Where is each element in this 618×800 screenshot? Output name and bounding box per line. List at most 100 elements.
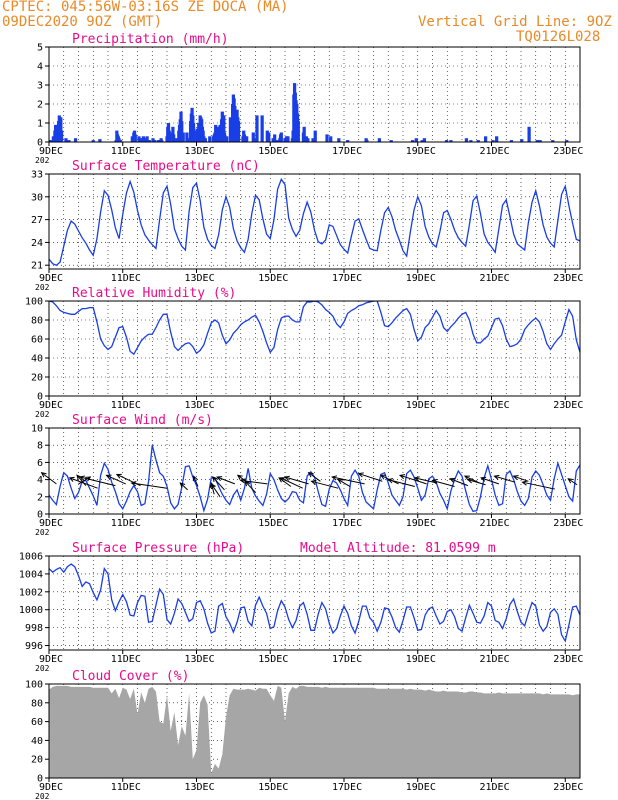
wind-arrow-head [236, 474, 243, 480]
precip-bar [228, 117, 233, 142]
precip-bar [181, 132, 185, 142]
wind-arrow [69, 477, 98, 489]
wind-arrow-head [413, 476, 420, 482]
precip-ytick-label: 5 [37, 43, 43, 54]
precip-bar [302, 126, 306, 142]
wind-ytick-label: 10 [31, 424, 43, 435]
temp-title: Surface Temperature (nC) [72, 159, 260, 174]
pressure-ytick-label: 1002 [19, 587, 43, 598]
header-vertical-grid-note: Vertical Grid Line: 9OZ [418, 14, 612, 30]
cloud-xtick-label: 13DEC [185, 782, 215, 793]
pressure-annotation: Model Altitude: 81.0599 m [300, 541, 496, 556]
wind-xtick-label: 15DEC [258, 518, 288, 529]
precip-bar [311, 138, 315, 142]
wind-arrow-head [310, 479, 317, 485]
header-run-time: 09DEC2020 9OZ (GMT) [2, 14, 163, 30]
precip-bar [410, 140, 415, 142]
cloud-year-stub: 202 [35, 792, 50, 800]
precip-bar [180, 121, 184, 142]
rh-title: Relative Humidity (%) [72, 286, 236, 301]
wind-arrow [513, 475, 529, 482]
wind-arrow-head [283, 475, 291, 481]
precip-bar [222, 115, 226, 142]
precip-bar [286, 136, 290, 142]
precip-bar [203, 138, 207, 142]
temp-xtick-label: 21DEC [480, 273, 510, 284]
precip-year-stub: 202 [35, 156, 50, 165]
precip-bar [185, 132, 189, 142]
cloud-ytick-label: 100 [25, 680, 43, 691]
cloud-ytick-label: 60 [31, 717, 43, 728]
wind-frame [48, 427, 581, 515]
precip-bar [414, 138, 418, 142]
wind-ytick-label: 4 [37, 475, 43, 486]
precip-bar [444, 140, 449, 142]
temp-ytick-label: 27 [31, 215, 43, 226]
precip-bar [527, 126, 531, 142]
precip-xtick-label: 11DEC [111, 146, 141, 157]
pressure-panel: 996 998 1000 1002 1004 1006 9DEC 11DEC 13DEC 15DE… [19, 541, 583, 673]
wind-arrow [193, 475, 199, 487]
wind-arrow [399, 474, 427, 485]
wind-arrow-head [449, 477, 456, 483]
precip-bar [160, 140, 164, 142]
wind-xtick-label: 19DEC [406, 518, 436, 529]
precip-bar [306, 138, 310, 142]
precip-bar [296, 121, 300, 142]
wind-arrow-head [105, 474, 112, 480]
pressure-ytick-label: 1006 [19, 552, 43, 563]
precip-bar [118, 140, 123, 142]
wind-arrow [308, 472, 321, 482]
precip-bar [133, 134, 137, 142]
precip-bar [325, 134, 329, 142]
wind-arrow [210, 483, 221, 498]
cloud-cover-area [49, 685, 580, 778]
precip-bar [67, 140, 71, 142]
pressure-ytick-label: 996 [25, 641, 43, 652]
cloud-frame [48, 683, 581, 779]
precip-bar [73, 138, 78, 142]
pressure-xtick-label: 23DEC [553, 654, 583, 665]
header-model-code: TQ0126L028 [516, 29, 601, 45]
precip-bar [245, 136, 249, 142]
precip-bar [422, 138, 427, 142]
wind-arrow-head [567, 478, 574, 484]
wind-arrow-head [216, 476, 223, 482]
temp-xtick-label: 13DEC [185, 273, 215, 284]
wind-arrow [278, 477, 292, 487]
wind-arrow-head [387, 478, 394, 484]
wind-arrow [212, 476, 225, 491]
wind-arrow-head [379, 474, 386, 480]
wind-arrow-head [512, 475, 519, 481]
cloud-xtick-label: 9DEC [39, 782, 63, 793]
precip-bar [260, 115, 264, 142]
precip-bar [172, 138, 176, 142]
precip-bar [253, 138, 257, 142]
wind-arrow-head [337, 479, 344, 485]
rh-ytick-label: 60 [31, 335, 43, 346]
wind-xtick-label: 9DEC [39, 518, 63, 529]
wind-arrow-head [431, 479, 438, 485]
precip-bar [186, 138, 191, 142]
cloud-panel: 0 20 40 60 80 100 9DEC 11DEC 13DEC 15DEC 17DEC 19DE… [25, 669, 583, 800]
pressure-xtick-label: 19DEC [406, 654, 436, 665]
precip-bar [495, 136, 499, 142]
rh-ytick-label: 40 [31, 354, 43, 365]
wind-arrow [280, 477, 303, 489]
wind-arrow-head [521, 480, 528, 486]
precip-bar [255, 115, 259, 142]
wind-arrow-head [40, 472, 47, 478]
cloud-ytick-label: 80 [31, 698, 43, 709]
precip-bar [64, 138, 68, 142]
cloud-ytick-label: 20 [31, 755, 43, 766]
precip-bar [236, 121, 241, 142]
pressure-xtick-label: 13DEC [185, 654, 215, 665]
wind-arrow [76, 474, 87, 486]
precip-bar [377, 138, 382, 142]
pressure-xtick-label: 11DEC [111, 654, 141, 665]
wind-arrow [358, 473, 383, 482]
wind-panel: 0 2 4 6 8 10 9DEC 11DEC 13DEC 15DEC 17DEC 19DEC 21DE… [31, 413, 583, 537]
pressure-xtick-label: 15DEC [258, 654, 288, 665]
cloud-xtick-label: 19DEC [406, 782, 436, 793]
temp-xtick-label: 23DEC [553, 273, 583, 284]
